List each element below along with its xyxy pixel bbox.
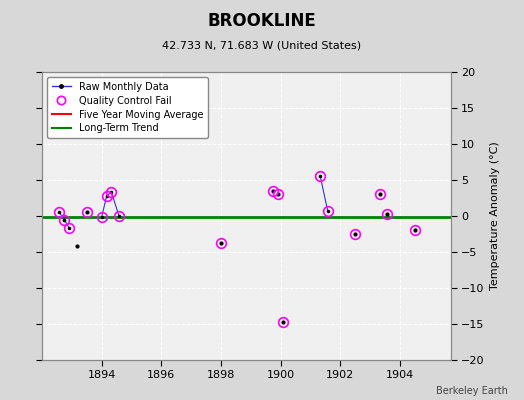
Text: Berkeley Earth: Berkeley Earth xyxy=(436,386,508,396)
Y-axis label: Temperature Anomaly (°C): Temperature Anomaly (°C) xyxy=(490,142,500,290)
Text: BROOKLINE: BROOKLINE xyxy=(208,12,316,30)
Legend: Raw Monthly Data, Quality Control Fail, Five Year Moving Average, Long-Term Tren: Raw Monthly Data, Quality Control Fail, … xyxy=(47,77,208,138)
Text: 42.733 N, 71.683 W (United States): 42.733 N, 71.683 W (United States) xyxy=(162,40,362,50)
